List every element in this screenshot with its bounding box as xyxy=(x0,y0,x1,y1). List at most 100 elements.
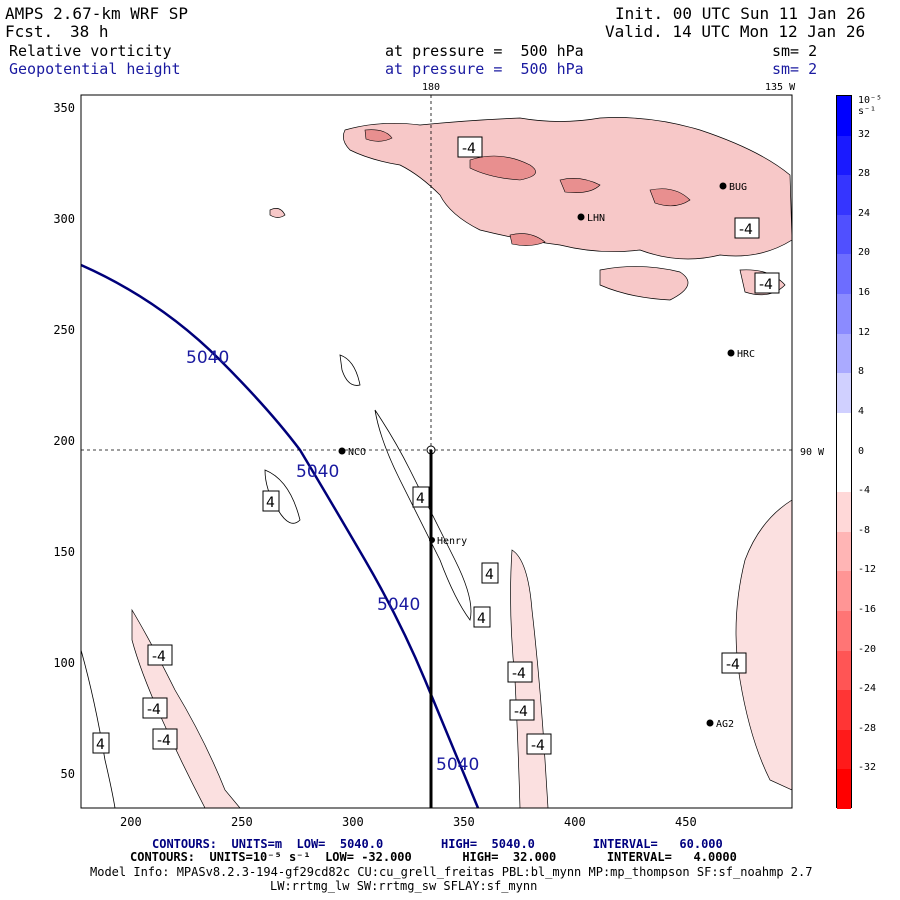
vorticity-region-right xyxy=(735,499,792,791)
vorticity-label: -4 xyxy=(754,272,780,294)
svg-text:4: 4 xyxy=(96,737,105,753)
colorbar-tick-label: -20 xyxy=(858,643,877,655)
field2-name: Geopotential height xyxy=(9,60,181,78)
geopotential-5040-contour xyxy=(81,263,480,808)
svg-text:-4: -4 xyxy=(531,738,545,754)
vorticity-label: 4 xyxy=(92,732,110,754)
colorbar-segment xyxy=(837,294,851,335)
vorticity-label: -4 xyxy=(526,733,552,755)
positive-vorticity-contours xyxy=(81,354,472,808)
y-axis: 350 300 250 200 150 100 50 xyxy=(53,101,75,781)
y-tick-label: 200 xyxy=(53,434,75,448)
station-label: BUG xyxy=(729,182,747,193)
x-tick-label: 350 xyxy=(453,815,475,829)
model-info-2: LW:rrtmg_lw SW:rrtmg_sw SFLAY:sf_mynn xyxy=(270,879,538,893)
colorbar-tick-label: 28 xyxy=(858,168,871,180)
y-tick-label: 100 xyxy=(53,656,75,670)
colorbar-segment xyxy=(837,690,851,731)
x-tick-label: 250 xyxy=(231,815,253,829)
colorbar-segment xyxy=(837,96,851,137)
svg-text:-4: -4 xyxy=(462,141,476,157)
vorticity-label: -4 xyxy=(147,644,173,666)
colorbar-tick-label: -16 xyxy=(858,603,877,615)
y-tick-label: 250 xyxy=(53,323,75,337)
vorticity-label: -4 xyxy=(457,136,483,158)
height-contour-label: 5040 xyxy=(296,462,339,482)
svg-text:4: 4 xyxy=(266,495,275,511)
station-dot xyxy=(706,719,714,727)
colorbar-tick-label: 24 xyxy=(858,207,871,219)
colorbar-segment xyxy=(837,650,851,691)
colorbar-tick-label: -12 xyxy=(858,564,877,576)
negative-vorticity-shading xyxy=(269,117,792,301)
colorbar-segment xyxy=(837,769,851,810)
svg-text:-4: -4 xyxy=(739,222,753,238)
vorticity-label: -4 xyxy=(509,699,535,721)
svg-text:-4: -4 xyxy=(726,657,740,673)
colorbar-segment xyxy=(837,333,851,374)
x-tick-label: 450 xyxy=(675,815,697,829)
forecast-label: Fcst. xyxy=(5,22,54,41)
y-tick-label: 150 xyxy=(53,545,75,559)
colorbar-segment xyxy=(837,254,851,295)
colorbar-tick-label: 0 xyxy=(858,445,865,457)
colorbar-segment xyxy=(837,729,851,770)
colorbar-segment xyxy=(837,452,851,493)
svg-text:-4: -4 xyxy=(152,649,166,665)
lon-label-135w: 135 W xyxy=(765,82,796,93)
longitude-labels: 180 135 W 90 W xyxy=(422,82,825,458)
svg-text:4: 4 xyxy=(416,491,425,507)
model-title: AMPS 2.67-km WRF SP xyxy=(5,4,189,23)
height-contour-label: 5040 xyxy=(186,348,229,368)
y-tick-label: 50 xyxy=(61,767,75,781)
colorbar-segment xyxy=(837,135,851,176)
vorticity-label: -4 xyxy=(507,661,533,683)
height-contour-label: 5040 xyxy=(377,595,420,615)
station-dot xyxy=(429,537,435,543)
colorbar-tick-label: -4 xyxy=(858,485,871,497)
x-tick-label: 300 xyxy=(342,815,364,829)
station-label: HRC xyxy=(737,349,755,360)
colorbar-segment xyxy=(837,531,851,572)
plot-frame xyxy=(80,94,793,809)
stations: NCO Henry HRC AG2 BUG LHN xyxy=(338,182,755,730)
colorbar-segment xyxy=(837,412,851,453)
height-contour-label: 5040 xyxy=(436,755,479,775)
x-tick-label: 400 xyxy=(564,815,586,829)
south-pole-marker xyxy=(426,445,436,455)
x-axis: 200 250 300 350 400 450 xyxy=(120,815,697,829)
svg-text:4: 4 xyxy=(485,567,494,583)
station-label: AG2 xyxy=(716,719,734,730)
valid-time: Valid. 14 UTC Mon 12 Jan 26 xyxy=(605,22,866,41)
contours-vorticity-info: CONTOURS: UNITS=10⁻⁵ s⁻¹ LOW= -32.000 HI… xyxy=(130,850,737,864)
field1-name: Relative vorticity xyxy=(9,42,172,60)
vorticity-label: -4 xyxy=(142,697,168,719)
colorbar-tick-label: -24 xyxy=(858,683,877,695)
y-tick-label: 300 xyxy=(53,212,75,226)
vorticity-label: -4 xyxy=(152,728,178,750)
height-labels: 5040 5040 5040 5040 xyxy=(186,348,479,775)
colorbar-segment xyxy=(837,373,851,414)
svg-text:-4: -4 xyxy=(759,277,773,293)
svg-text:-4: -4 xyxy=(514,704,528,720)
field2-pressure: at pressure = 500 hPa xyxy=(385,60,584,78)
svg-text:-4: -4 xyxy=(157,733,171,749)
colorbar-unit: 10⁻⁵ s⁻¹ xyxy=(858,95,883,117)
colorbar-tick-label: 4 xyxy=(858,405,865,417)
colorbar-tick-label: 32 xyxy=(858,128,871,140)
init-time: Init. 00 UTC Sun 11 Jan 26 xyxy=(615,4,866,23)
vorticity-label: 4 xyxy=(262,490,280,512)
svg-text:4: 4 xyxy=(477,611,486,627)
vorticity-label: 4 xyxy=(473,606,491,628)
contours-height-info: CONTOURS: UNITS=m LOW= 5040.0 HIGH= 5040… xyxy=(152,837,723,851)
svg-text:-4: -4 xyxy=(512,666,526,682)
colorbar-tick-label: 20 xyxy=(858,247,871,259)
colorbar-tick-label: -28 xyxy=(858,722,877,734)
colorbar-tick-label: 16 xyxy=(858,287,871,299)
station-dot xyxy=(338,447,346,455)
vorticity-label: -4 xyxy=(721,652,747,674)
vorticity-label: -4 xyxy=(734,217,760,239)
lon-label-180: 180 xyxy=(422,82,440,93)
colorbar-tick-label: 12 xyxy=(858,326,871,338)
vorticity-label: 4 xyxy=(412,486,430,508)
